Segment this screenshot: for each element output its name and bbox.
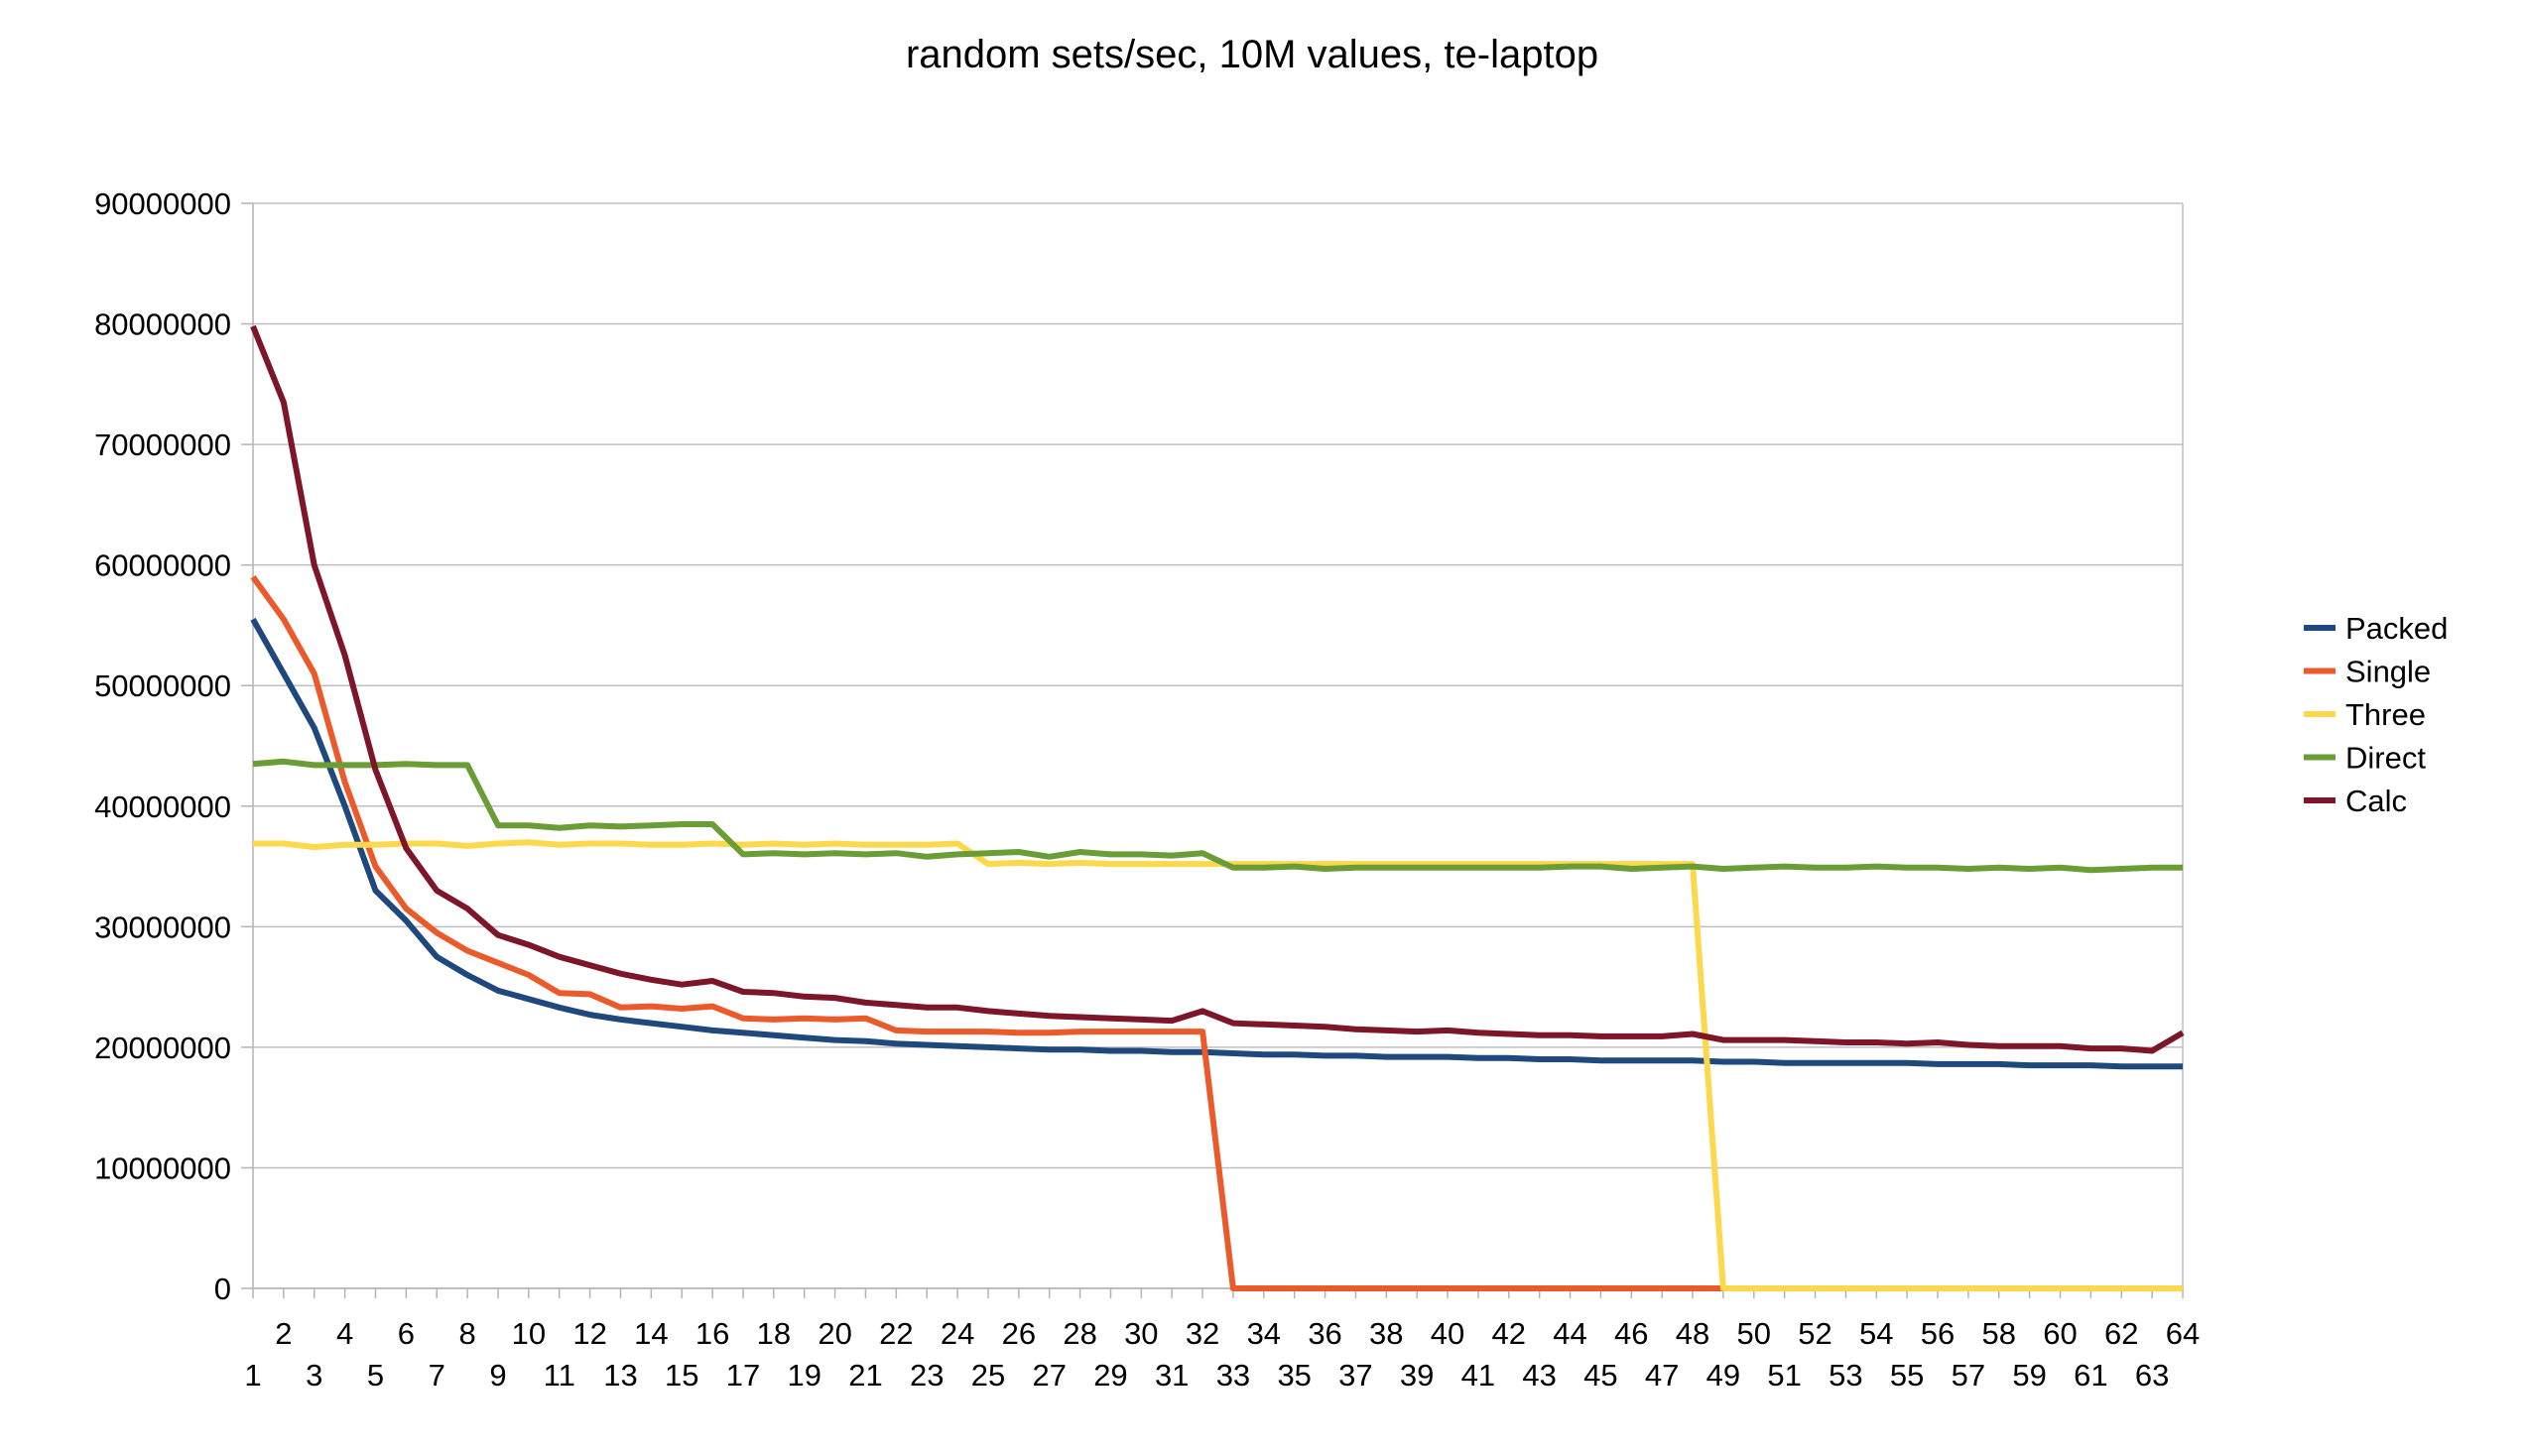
legend-label-three: Three: [2345, 697, 2426, 732]
x-tick-label: 47: [1645, 1358, 1679, 1393]
x-tick-label: 55: [1890, 1358, 1924, 1393]
legend-label-calc: Calc: [2345, 784, 2407, 818]
x-tick-label: 19: [787, 1358, 821, 1393]
x-tick-label: 34: [1247, 1316, 1281, 1351]
x-tick-label: 29: [1093, 1358, 1127, 1393]
grid: [253, 202, 2183, 1289]
x-tick-label: 64: [2166, 1316, 2200, 1351]
x-tick-label: 21: [848, 1358, 882, 1393]
x-tick-label: 44: [1553, 1316, 1586, 1351]
x-tick-label: 33: [1216, 1358, 1250, 1393]
x-tick-label: 62: [2104, 1316, 2138, 1351]
x-tick-label: 49: [1706, 1358, 1740, 1393]
x-tick-label: 5: [367, 1358, 384, 1393]
x-tick-label: 61: [2074, 1358, 2107, 1393]
x-tick-label: 63: [2135, 1358, 2169, 1393]
x-tick-label: 40: [1431, 1316, 1464, 1351]
y-tick-label: 80000000: [94, 307, 231, 342]
x-tick-label: 51: [1767, 1358, 1801, 1393]
y-tick-label: 30000000: [94, 910, 231, 944]
x-tick-label: 20: [818, 1316, 851, 1351]
plot-series: [250, 324, 2185, 1291]
x-tick-label: 58: [1982, 1316, 2016, 1351]
x-tick-label: 57: [1952, 1358, 1985, 1393]
legend: Packed Single Three Direct Calc: [2304, 611, 2448, 818]
x-tick-label: 7: [429, 1358, 445, 1393]
x-tick-label: 26: [1002, 1316, 1036, 1351]
y-tick-label: 20000000: [94, 1031, 231, 1065]
x-tick-label: 36: [1308, 1316, 1341, 1351]
x-tick-label: 48: [1676, 1316, 1709, 1351]
x-tick-label: 10: [512, 1316, 546, 1351]
x-tick-label: 24: [941, 1316, 974, 1351]
x-tick-label: 12: [572, 1316, 606, 1351]
x-tick-label: 46: [1614, 1316, 1648, 1351]
x-tick-label: 60: [2043, 1316, 2077, 1351]
x-tick-label: 27: [1032, 1358, 1066, 1393]
x-tick-label: 53: [1829, 1358, 1862, 1393]
x-tick-label: 11: [544, 1358, 575, 1393]
x-tick-label: 8: [458, 1316, 475, 1351]
y-tick-labels: 0 10000000 20000000 30000000 40000000 5000000…: [94, 186, 231, 1306]
chart-title: random sets/sec, 10M values, te-laptop: [906, 33, 1598, 76]
series-line-three: [253, 839, 2183, 1291]
x-tick-label: 41: [1461, 1358, 1495, 1393]
series-line-direct: [252, 758, 2183, 874]
x-tick-label: 1: [244, 1358, 261, 1393]
x-tick-label: 56: [1921, 1316, 1955, 1351]
x-tick-label: 15: [665, 1358, 698, 1393]
x-tick-label: 32: [1186, 1316, 1219, 1351]
legend-label-packed: Packed: [2345, 611, 2448, 646]
legend-label-direct: Direct: [2345, 741, 2426, 776]
x-tick-label: 37: [1338, 1358, 1372, 1393]
x-tick-label: 17: [726, 1358, 760, 1393]
x-tick-label: 31: [1155, 1358, 1189, 1393]
x-tick-label: 35: [1277, 1358, 1311, 1393]
x-tick-label: 28: [1063, 1316, 1096, 1351]
x-tick-label: 59: [2012, 1358, 2046, 1393]
y-tick-label: 40000000: [94, 789, 231, 824]
x-tick-label: 54: [1859, 1316, 1893, 1351]
x-tick-label: 25: [971, 1358, 1005, 1393]
x-tick-label: 38: [1369, 1316, 1403, 1351]
legend-label-single: Single: [2345, 655, 2431, 689]
y-tick-label: 70000000: [94, 427, 231, 462]
series-line-packed: [250, 617, 2183, 1070]
x-tick-label: 50: [1737, 1316, 1771, 1351]
y-tick-label: 0: [214, 1272, 231, 1306]
x-tick-label: 3: [306, 1358, 322, 1393]
x-tick-label: 42: [1492, 1316, 1526, 1351]
x-tick-label: 52: [1798, 1316, 1831, 1351]
x-tick-label: 18: [757, 1316, 791, 1351]
x-tick-label: 14: [634, 1316, 668, 1351]
x-tick-label: 22: [879, 1316, 913, 1351]
y-tick-label: 90000000: [94, 186, 231, 221]
x-tick-label: 13: [603, 1358, 637, 1393]
x-tick-label: 4: [336, 1316, 353, 1351]
series-line-calc: [250, 324, 2185, 1054]
x-tick-label: 39: [1400, 1358, 1434, 1393]
x-tick-label: 43: [1522, 1358, 1556, 1393]
y-tick-label: 50000000: [94, 668, 231, 703]
x-tick-label: 9: [489, 1358, 506, 1393]
y-tick-label: 60000000: [94, 548, 231, 583]
x-tick-label: 45: [1583, 1358, 1617, 1393]
x-tick-label: 23: [910, 1358, 944, 1393]
x-tick-label: 2: [275, 1316, 292, 1351]
y-tick-label: 10000000: [94, 1151, 231, 1185]
x-tick-label: 30: [1124, 1316, 1158, 1351]
x-tick-labels: 1234567891011121314151617181920212223242…: [244, 1316, 2200, 1393]
x-tick-label: 16: [695, 1316, 729, 1351]
x-tick-label: 6: [398, 1316, 415, 1351]
